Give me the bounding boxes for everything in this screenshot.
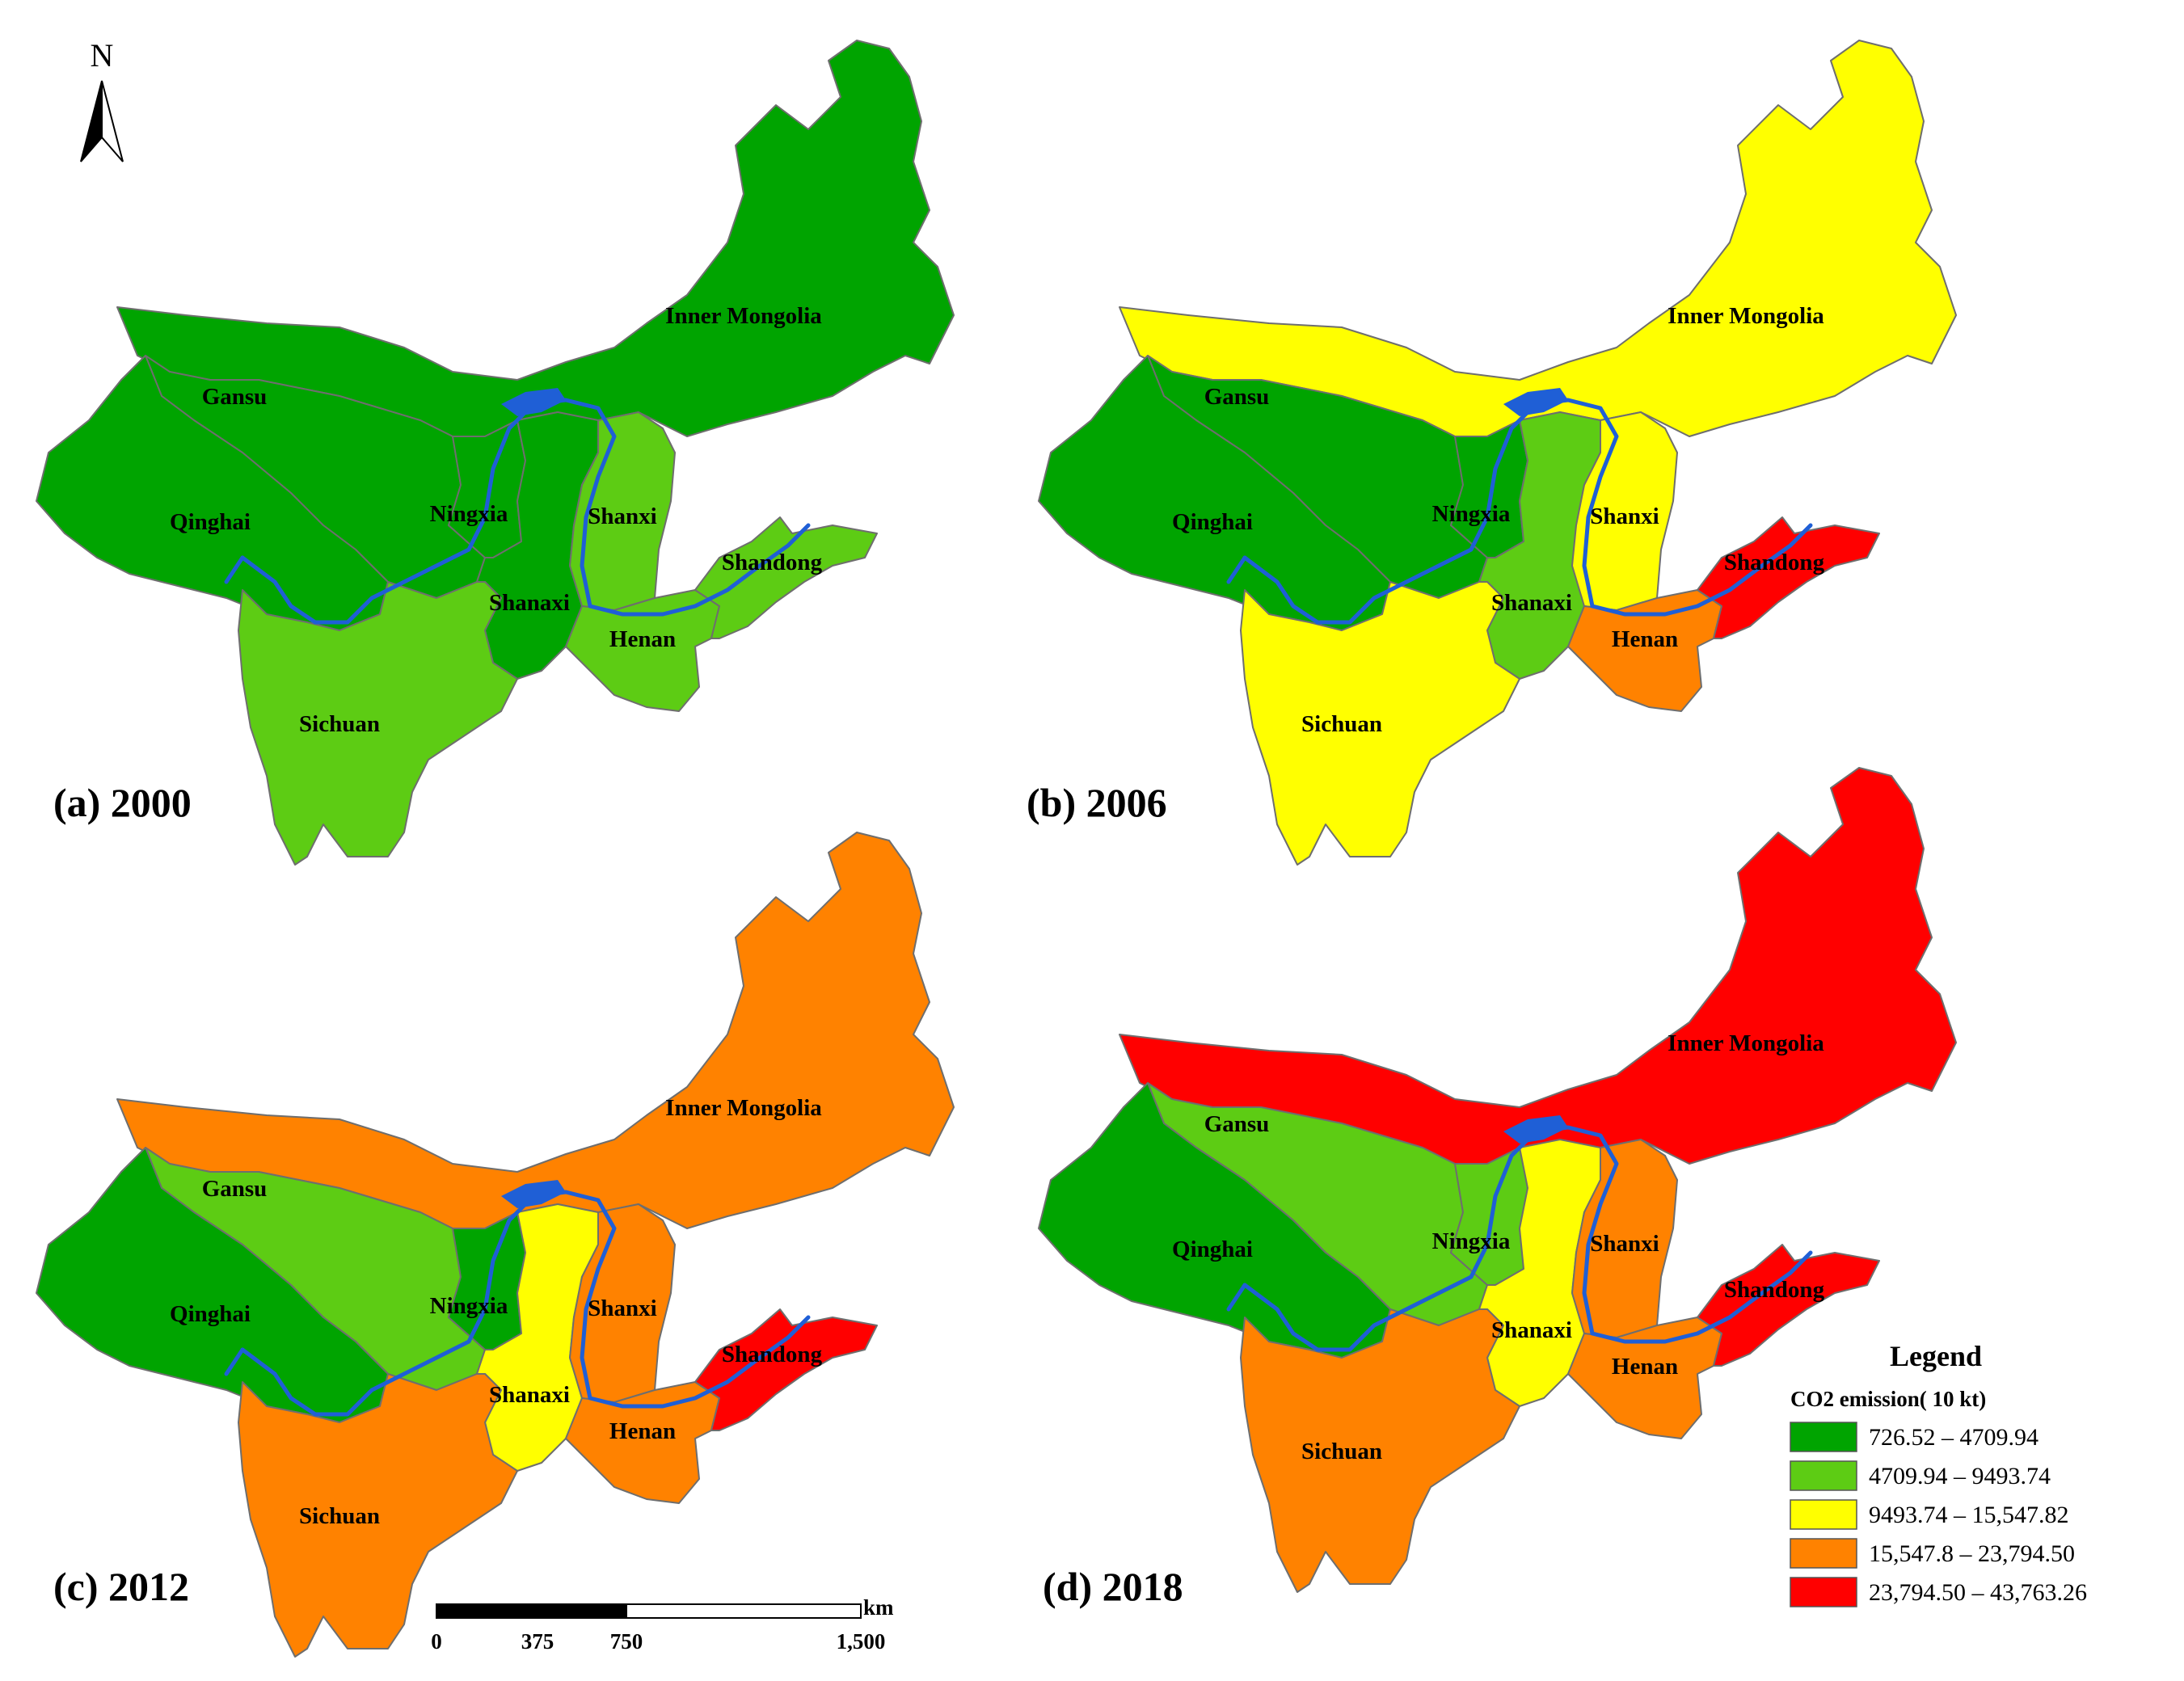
yellow-river — [1226, 1283, 1247, 1312]
province-label-ningxia: Ningxia — [430, 501, 508, 527]
north-arrow-icon: N — [80, 37, 124, 162]
legend-subtitle: CO2 emission( 10 kt) — [1790, 1387, 1986, 1411]
legend-swatch-5 — [1790, 1577, 1857, 1607]
scale-unit: km — [863, 1595, 894, 1620]
yellow-river — [1226, 555, 1247, 584]
province-label-gansu: Gansu — [1204, 384, 1270, 410]
province-sichuan — [238, 1373, 518, 1658]
panel-title-b: (b) 2006 — [1027, 780, 1167, 825]
province-label-shandong: Shandong — [1724, 1277, 1825, 1303]
province-label-sichuan: Sichuan — [1301, 711, 1382, 737]
legend-swatch-4 — [1790, 1538, 1857, 1569]
province-shandong — [1697, 516, 1880, 639]
legend-label-3: 9493.74 – 15,547.82 — [1869, 1502, 2069, 1528]
province-henan — [565, 589, 720, 712]
panel-title-a: (a) 2000 — [53, 780, 192, 825]
province-label-sichuan: Sichuan — [1301, 1439, 1382, 1464]
province-label-henan: Henan — [1612, 1354, 1678, 1380]
province-sichuan — [238, 581, 518, 866]
province-inner-mongolia — [116, 832, 955, 1229]
province-label-inner-mongolia: Inner Mongolia — [665, 1095, 822, 1121]
province-label-shanxi: Shanxi — [588, 1296, 656, 1321]
province-inner-mongolia — [1119, 40, 1957, 437]
province-label-ningxia: Ningxia — [1432, 501, 1511, 527]
province-label-shanxi: Shanxi — [588, 503, 656, 529]
province-shandong — [1697, 1244, 1880, 1367]
province-label-shandong: Shandong — [722, 550, 823, 575]
river-bend — [1503, 1115, 1568, 1144]
province-label-henan: Henan — [609, 1418, 676, 1444]
province-label-inner-mongolia: Inner Mongolia — [1668, 303, 1824, 329]
province-sichuan — [1240, 1308, 1520, 1593]
map-panel-2000: Inner Mongolia Gansu Qinghai Ningxia Shanxi S… — [36, 40, 955, 866]
province-henan — [1567, 589, 1722, 712]
province-label-inner-mongolia: Inner Mongolia — [665, 303, 822, 329]
map-panel-2006: Inner Mongolia Gansu Qinghai Ningxia Shanxi S… — [1038, 40, 1957, 866]
legend-label-1: 726.52 – 4709.94 — [1869, 1424, 2039, 1451]
province-sichuan — [1240, 581, 1520, 866]
province-label-qinghai: Qinghai — [1172, 509, 1253, 535]
legend-label-2: 4709.94 – 9493.74 — [1869, 1463, 2051, 1489]
province-inner-mongolia — [1119, 767, 1957, 1165]
river-bend — [501, 1180, 566, 1208]
province-label-shanaxi: Shanaxi — [1491, 590, 1572, 616]
map-panel-2018: Inner Mongolia Gansu Qinghai Ningxia Shanxi S… — [1038, 767, 1957, 1593]
scale-bar: km 0 375 750 1,500 — [431, 1595, 894, 1654]
map-panel-2012: Inner Mongolia Gansu Qinghai Ningxia Shanxi S… — [36, 832, 955, 1658]
province-label-sichuan: Sichuan — [299, 1503, 380, 1529]
panel-title-d: (d) 2018 — [1043, 1564, 1183, 1609]
scale-tick-1500: 1,500 — [837, 1629, 886, 1654]
province-inner-mongolia — [116, 40, 955, 437]
panel-title-c: (c) 2012 — [53, 1564, 189, 1609]
province-label-qinghai: Qinghai — [170, 509, 251, 535]
province-henan — [1567, 1317, 1722, 1439]
province-label-shanxi: Shanxi — [1590, 1231, 1659, 1257]
legend: Legend CO2 emission( 10 kt) 726.52 – 470… — [1790, 1340, 2087, 1607]
province-label-qinghai: Qinghai — [1172, 1237, 1253, 1262]
scale-tick-375: 375 — [521, 1629, 554, 1654]
province-label-gansu: Gansu — [202, 384, 268, 410]
province-shandong — [694, 1308, 878, 1431]
province-label-shanaxi: Shanaxi — [1491, 1317, 1572, 1343]
province-label-shandong: Shandong — [1724, 550, 1825, 575]
province-label-henan: Henan — [1612, 626, 1678, 652]
province-label-shanaxi: Shanaxi — [489, 1382, 570, 1408]
north-label: N — [91, 37, 114, 74]
river-bend — [501, 388, 566, 416]
province-label-shandong: Shandong — [722, 1342, 823, 1367]
province-label-gansu: Gansu — [202, 1176, 268, 1202]
province-label-inner-mongolia: Inner Mongolia — [1668, 1030, 1824, 1056]
legend-title: Legend — [1890, 1340, 1982, 1372]
province-shandong — [694, 516, 878, 639]
province-label-sichuan: Sichuan — [299, 711, 380, 737]
legend-label-5: 23,794.50 – 43,763.26 — [1869, 1579, 2087, 1606]
province-label-ningxia: Ningxia — [430, 1293, 508, 1319]
scale-tick-0: 0 — [431, 1629, 442, 1654]
legend-label-4: 15,547.8 – 23,794.50 — [1869, 1540, 2075, 1567]
yellow-river — [224, 1347, 245, 1376]
legend-swatch-2 — [1790, 1460, 1857, 1491]
legend-swatch-3 — [1790, 1499, 1857, 1530]
province-label-shanxi: Shanxi — [1590, 503, 1659, 529]
province-henan — [565, 1381, 720, 1504]
province-label-shanaxi: Shanaxi — [489, 590, 570, 616]
province-label-henan: Henan — [609, 626, 676, 652]
province-label-ningxia: Ningxia — [1432, 1228, 1511, 1254]
province-label-gansu: Gansu — [1204, 1111, 1270, 1137]
scale-tick-750: 750 — [610, 1629, 643, 1654]
province-label-qinghai: Qinghai — [170, 1301, 251, 1327]
river-bend — [1503, 388, 1568, 416]
legend-swatch-1 — [1790, 1422, 1857, 1452]
yellow-river — [224, 555, 245, 584]
